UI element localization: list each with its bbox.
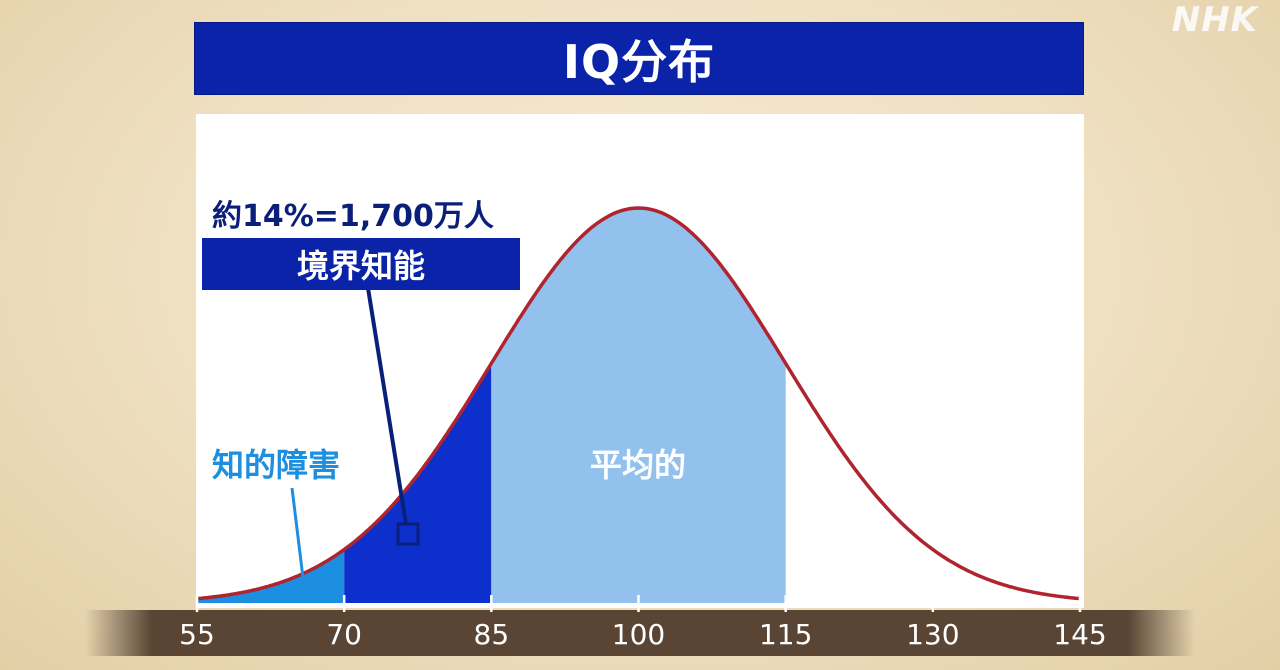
average-label: 平均的 xyxy=(590,446,686,484)
x-tick-label-1: 70 xyxy=(326,618,362,651)
x-tick-label-2: 85 xyxy=(474,618,510,651)
chart-title: IQ分布 xyxy=(562,34,716,89)
disability-label: 知的障害 xyxy=(212,446,340,484)
region-area-0 xyxy=(197,549,345,603)
region-area-2 xyxy=(491,208,786,603)
borderline-annotation-text: 約14%=1,700万人 xyxy=(212,199,494,234)
borderline-leader-line xyxy=(366,287,408,525)
x-tick-label-3: 100 xyxy=(612,618,665,651)
x-tick-label-5: 130 xyxy=(906,618,959,651)
x-tick-label-6: 145 xyxy=(1053,618,1106,651)
x-tick-label-0: 55 xyxy=(179,618,215,651)
nhk-watermark: NHK xyxy=(1171,0,1258,40)
x-axis-bar xyxy=(85,610,1195,656)
borderline-label: 境界知能 xyxy=(297,247,425,285)
disability-leader-line xyxy=(290,487,306,587)
distribution-curve xyxy=(196,206,1081,601)
chart-title-bar: IQ分布 xyxy=(194,22,1084,95)
borderline-label-box xyxy=(202,238,520,290)
x-tick-label-4: 115 xyxy=(759,618,812,651)
borderline-leader-marker xyxy=(396,522,420,546)
